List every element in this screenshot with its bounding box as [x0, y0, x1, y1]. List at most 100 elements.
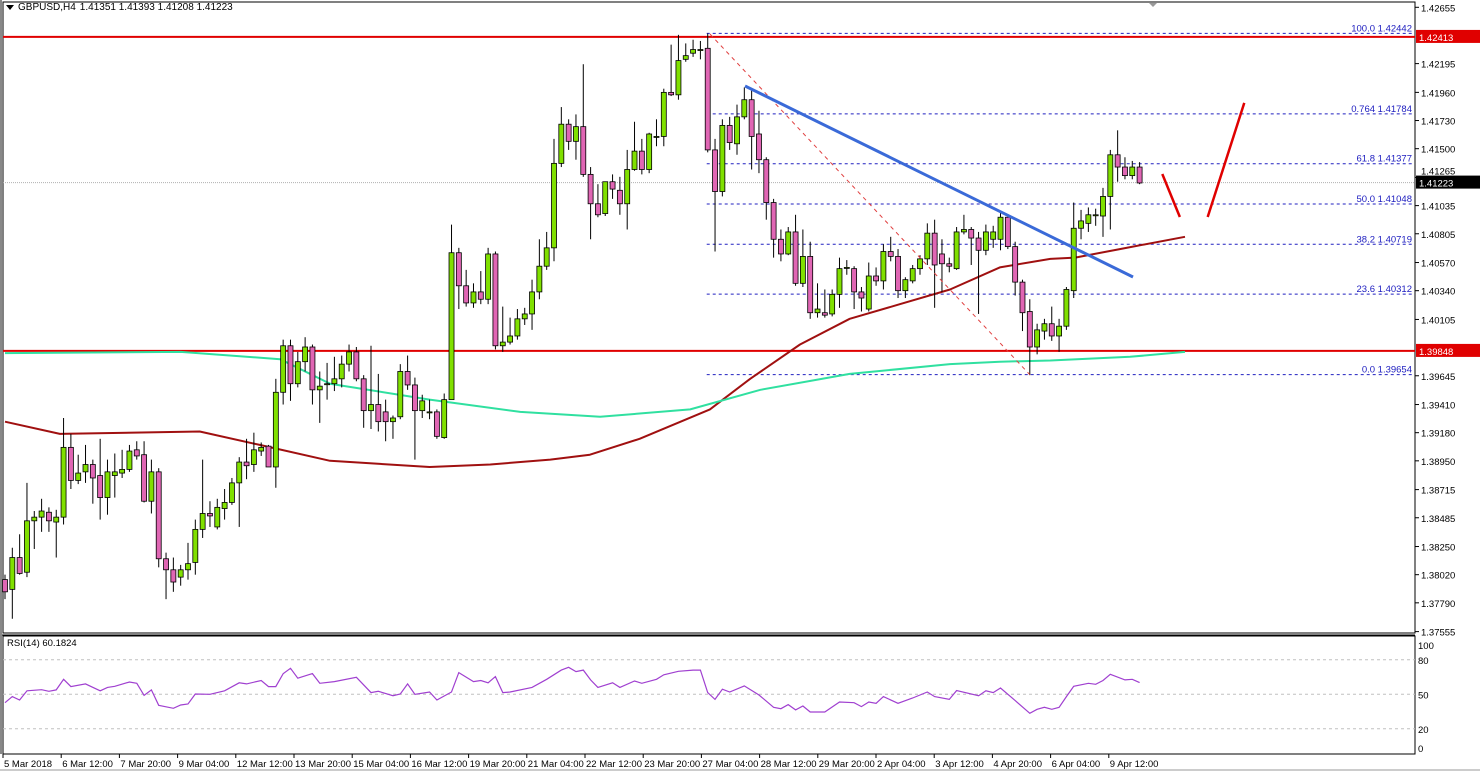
candle: [734, 104, 740, 155]
bearish-candle-body: [939, 253, 945, 265]
bullish-candle-body: [682, 55, 689, 60]
bullish-candle-body: [660, 91, 667, 137]
candle: [931, 219, 938, 308]
y-axis-tick-label: 1.41960: [1421, 88, 1455, 99]
bullish-candle-body: [536, 265, 543, 293]
bullish-candle-body: [507, 335, 513, 343]
candle: [60, 417, 67, 525]
candle: [1122, 157, 1128, 180]
candle: [111, 453, 118, 498]
bullish-candle-body: [331, 378, 338, 385]
candle: [1129, 160, 1136, 180]
y-axis-tick-label: 1.42655: [1421, 3, 1455, 14]
candle: [799, 229, 806, 288]
current-price-tag-bg: [1416, 175, 1480, 189]
x-axis-tick-label: 27 Mar 04:00: [702, 759, 758, 770]
bearish-candle-body: [97, 475, 104, 498]
bullish-candle-body: [258, 446, 265, 452]
bearish-candle-body: [309, 346, 316, 391]
bullish-candle-body: [529, 291, 535, 315]
bullish-candle-body: [1092, 214, 1099, 217]
candle: [1114, 130, 1121, 182]
candle: [880, 244, 887, 290]
candle: [690, 39, 696, 57]
bearish-candle-body: [243, 461, 250, 467]
candle: [309, 344, 316, 405]
candle: [595, 184, 601, 218]
bullish-candle-body: [426, 411, 433, 414]
y-axis-tick-label: 1.39180: [1421, 429, 1455, 440]
bearish-candle-body: [265, 445, 272, 468]
bearish-candle-body: [170, 569, 177, 583]
candle: [829, 289, 836, 317]
bearish-candle-body: [887, 251, 894, 257]
bullish-candle-body: [1107, 154, 1114, 197]
candle: [1056, 318, 1062, 352]
bearish-candle-body: [587, 173, 594, 205]
candle: [982, 224, 989, 256]
candle: [38, 498, 45, 532]
x-axis-tick-label: 29 Mar 20:00: [819, 759, 875, 770]
y-axis-tick-label: 1.40105: [1421, 315, 1455, 326]
chart-header: GBPUSD,H4 1.41351 1.41393 1.41208 1.4122…: [6, 2, 233, 13]
x-axis-tick-label: 6 Mar 12:00: [62, 759, 113, 770]
x-axis-tick-label: 9 Apr 12:00: [1110, 759, 1159, 770]
candle: [836, 257, 843, 308]
candle: [543, 231, 550, 270]
candle: [946, 257, 953, 273]
candle: [353, 346, 360, 382]
triangle-down-icon[interactable]: [6, 5, 14, 10]
bearish-candle-body: [155, 471, 162, 560]
rsi-axis-tick-label: 80: [1418, 656, 1429, 667]
candle: [675, 34, 682, 100]
bullish-candle-body: [719, 125, 726, 192]
bearish-candle-body: [968, 229, 975, 239]
candle: [1026, 299, 1033, 376]
candle: [719, 119, 726, 197]
candle: [536, 239, 543, 300]
rsi-line: [4, 666, 1140, 715]
candle: [558, 107, 565, 168]
candle: [778, 229, 784, 262]
bullish-candle-body: [499, 341, 506, 347]
bullish-candle-body: [1041, 323, 1048, 332]
bullish-candle-body: [697, 49, 704, 51]
candle: [1048, 306, 1055, 341]
candle: [756, 110, 762, 174]
bullish-candle-body: [397, 371, 404, 418]
candle: [573, 114, 579, 160]
candle: [448, 224, 455, 401]
y-axis-tick-label: 1.39645: [1421, 372, 1455, 383]
bullish-candle-body: [909, 268, 916, 282]
bearish-candle-body: [382, 411, 389, 423]
bullish-candle-body: [75, 472, 82, 481]
level-price-tag: 1.42413: [1419, 33, 1453, 44]
candle: [2, 574, 8, 600]
bearish-candle-body: [455, 252, 462, 287]
candle: [975, 231, 982, 314]
bullish-candle-body: [368, 404, 374, 412]
bullish-candle-body: [31, 516, 38, 522]
bearish-candle-body: [1048, 323, 1055, 337]
candle: [1107, 149, 1114, 230]
rsi-panel[interactable]: [2, 635, 1416, 755]
candle: [119, 449, 126, 478]
candle: [668, 44, 675, 97]
candle: [133, 441, 140, 460]
candle: [807, 241, 814, 319]
candle: [887, 236, 894, 262]
bearish-candle-body: [668, 91, 675, 96]
x-axis-tick-label: 13 Mar 20:00: [295, 759, 351, 770]
bullish-candle-body: [982, 231, 989, 251]
candle: [155, 468, 162, 568]
candle: [902, 277, 909, 299]
candle: [1085, 207, 1092, 232]
bullish-candle-body: [390, 417, 396, 423]
bullish-candle-body: [346, 351, 352, 365]
price-chart-panel[interactable]: 100.0 1.42442 0.764 1.41784 61.8 1.41377 50…: [2, 1, 1416, 634]
candle: [1092, 208, 1099, 226]
arrow-down-leg-line: [1161, 173, 1182, 218]
rsi-axis-tick-label: 20: [1418, 725, 1429, 736]
candle: [67, 433, 74, 489]
